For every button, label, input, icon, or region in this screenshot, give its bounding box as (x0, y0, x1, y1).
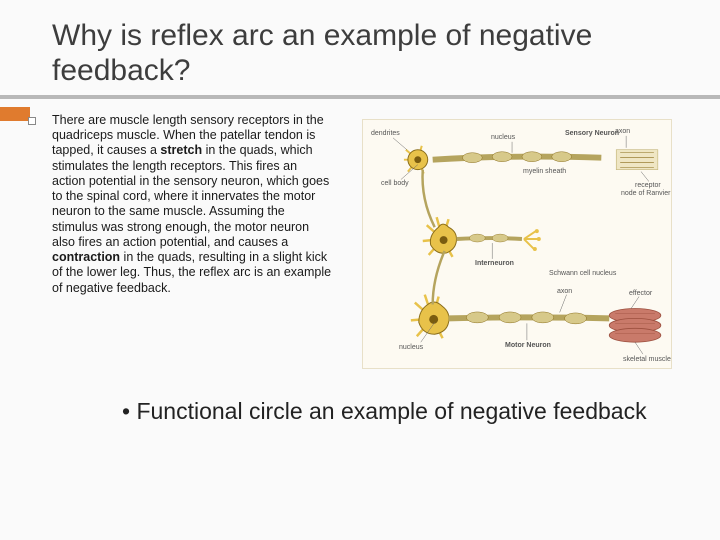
label-nucleus: nucleus (491, 134, 515, 141)
body-paragraph: There are muscle length sensory receptor… (52, 113, 332, 296)
label-nucleus-motor: nucleus (399, 344, 423, 351)
slide-title: Why is reflex arc an example of negative… (52, 18, 690, 89)
label-effector: effector (629, 290, 652, 297)
accent-bar (0, 107, 30, 121)
label-skeletal: skeletal muscle (623, 356, 671, 363)
body-text-column: There are muscle length sensory receptor… (52, 113, 332, 369)
label-motor-neuron: Motor Neuron (505, 342, 551, 349)
title-block: Why is reflex arc an example of negative… (52, 18, 690, 99)
bullet-marker (28, 117, 36, 125)
body-part-2: in the quads, which stimulates the lengt… (52, 143, 329, 249)
label-receptor: receptor (635, 182, 661, 189)
label-axon-bottom: axon (557, 288, 572, 295)
slide: Why is reflex arc an example of negative… (0, 0, 720, 540)
title-underline (0, 95, 720, 99)
neuron-diagram: dendrites cell body Sensory Neuron axon … (362, 119, 672, 369)
body-bold-stretch: stretch (160, 143, 202, 157)
label-node-ranvier: node of Ranvier (621, 190, 670, 197)
body-bold-contraction: contraction (52, 250, 120, 264)
label-dendrites: dendrites (371, 130, 400, 137)
footer-bullet: • Functional circle an example of negati… (122, 397, 682, 426)
label-interneuron: Interneuron (475, 260, 514, 267)
label-axon-top: axon (615, 128, 630, 135)
label-myelin: myelin sheath (523, 168, 566, 175)
label-sensory-neuron: Sensory Neuron (565, 130, 619, 137)
diagram-column: dendrites cell body Sensory Neuron axon … (344, 113, 690, 369)
neuron-svg (363, 120, 671, 368)
label-cell-body: cell body (381, 180, 409, 187)
label-schwann: Schwann cell nucleus (549, 270, 616, 277)
content-row: There are muscle length sensory receptor… (52, 113, 690, 369)
